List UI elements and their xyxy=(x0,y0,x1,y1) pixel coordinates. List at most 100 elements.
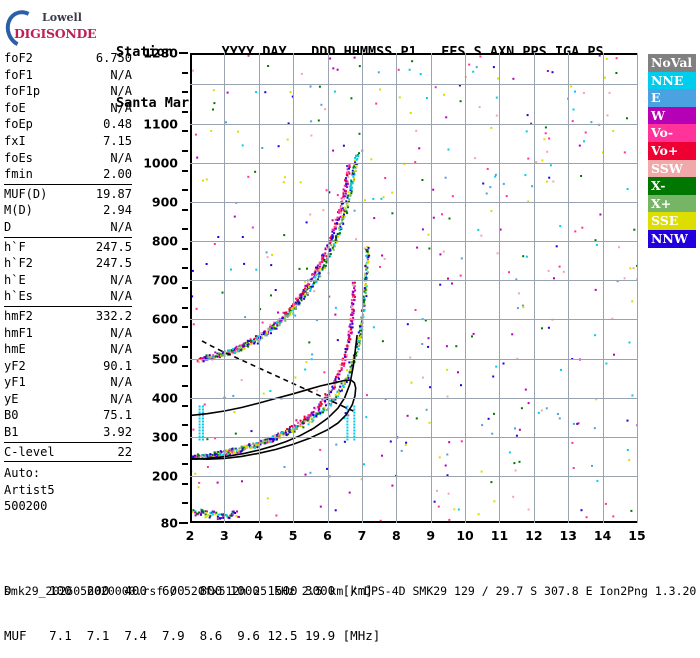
param-value: 75.1 xyxy=(103,407,132,424)
param-value: N/A xyxy=(110,67,132,84)
y-tick-label: 1280 xyxy=(143,46,178,61)
legend-item-ssw[interactable]: SSW xyxy=(648,160,696,178)
x-tick-label: 13 xyxy=(560,528,577,543)
param-key: foF1 xyxy=(4,67,33,84)
y-tick-label: 700 xyxy=(152,273,178,288)
y-tick-mark xyxy=(182,170,188,172)
y-tick-label: 400 xyxy=(152,390,178,405)
param-row-fof1: foF1 N/A xyxy=(4,67,132,84)
param-row-hmf1: hmF1N/A xyxy=(4,325,132,342)
ionospheric-parameters-panel: foF26.750foF1N/AfoF1pN/AfoEN/AfoEp0.48fx… xyxy=(4,50,132,515)
param-row-d: DN/A xyxy=(4,219,132,236)
legend-item-sse[interactable]: SSE xyxy=(648,212,696,230)
direction-legend[interactable]: NoValNNEEWVo-Vo+SSWX-X+SSENNW xyxy=(648,54,696,248)
y-tick-mark xyxy=(182,287,188,289)
param-row-hes: h`EsN/A xyxy=(4,288,132,305)
param-row-hmf2: hmF2332.2 xyxy=(4,308,132,325)
x-tick-label: 10 xyxy=(456,528,473,543)
legend-item-w[interactable]: W xyxy=(648,107,696,125)
param-row-fxi: fxI 7.15 xyxy=(4,133,132,150)
param-value: 2.94 xyxy=(103,202,132,219)
param-value: 90.1 xyxy=(103,358,132,375)
x-axis-labels: 23456789101112131415 xyxy=(150,528,670,548)
legend-item-nnw[interactable]: NNW xyxy=(648,230,696,248)
param-key: MUF(D) xyxy=(4,186,47,203)
param-value: N/A xyxy=(110,391,132,408)
legend-item-vo[interactable]: Vo+ xyxy=(648,142,696,160)
x-tick-label: 7 xyxy=(358,528,367,543)
param-value: 6.750 xyxy=(96,50,132,67)
y-tick-mark xyxy=(182,346,188,348)
param-key: h`Es xyxy=(4,288,33,305)
param-key: hmF1 xyxy=(4,325,33,342)
param-row-foep: foEp 0.48 xyxy=(4,116,132,133)
x-tick-label: 9 xyxy=(426,528,435,543)
x-tick-label: 5 xyxy=(289,528,298,543)
param-key: hmF2 xyxy=(4,308,33,325)
y-tick-mark xyxy=(182,385,188,387)
param-row-b0: B0 75.1 xyxy=(4,407,132,424)
x-tick-label: 2 xyxy=(186,528,195,543)
y-tick-mark xyxy=(182,405,188,407)
param-value: 19.87 xyxy=(96,186,132,203)
y-tick-mark xyxy=(182,248,188,250)
autoscaling-line: Auto: xyxy=(4,465,132,482)
param-row-ye: yE N/A xyxy=(4,391,132,408)
param-row-yf2: yF290.1 xyxy=(4,358,132,375)
y-tick-mark xyxy=(179,52,188,54)
param-key: foF1p xyxy=(4,83,40,100)
autoscaling-line: Artist5 xyxy=(4,482,132,499)
digisonde-logo: Lowell DIGISONDE xyxy=(4,6,100,46)
param-value: 247.5 xyxy=(96,239,132,256)
param-key: foF2 xyxy=(4,50,33,67)
param-key: B0 xyxy=(4,407,18,424)
param-value: 7.15 xyxy=(103,133,132,150)
y-tick-label: 600 xyxy=(152,312,178,327)
gridline-horizontal xyxy=(190,398,637,399)
param-divider xyxy=(4,442,132,443)
gridline-horizontal xyxy=(190,202,637,203)
y-tick-mark xyxy=(182,483,188,485)
y-tick-label: 1000 xyxy=(143,155,178,170)
y-tick-mark xyxy=(182,130,188,132)
y-tick-mark xyxy=(182,326,188,328)
x-tick-label: 11 xyxy=(491,528,508,543)
param-key: fxI xyxy=(4,133,26,150)
ionogram-canvas[interactable] xyxy=(190,53,637,523)
param-value: 0.48 xyxy=(103,116,132,133)
param-value: N/A xyxy=(110,150,132,167)
y-tick-mark xyxy=(182,111,188,113)
legend-item-e[interactable]: E xyxy=(648,89,696,107)
param-key: foEp xyxy=(4,116,33,133)
param-key: fmin xyxy=(4,166,33,183)
muf-table-frequency-row: MUF 7.1 7.1 7.4 7.9 8.6 9.6 12.5 19.9 [M… xyxy=(4,628,380,643)
legend-item-x[interactable]: X+ xyxy=(648,195,696,213)
legend-item-x[interactable]: X- xyxy=(648,177,696,195)
y-tick-mark xyxy=(182,502,188,504)
y-tick-mark xyxy=(182,424,188,426)
legend-item-nne[interactable]: NNE xyxy=(648,72,696,90)
param-divider xyxy=(4,184,132,185)
y-tick-mark xyxy=(182,150,188,152)
logo-digisonde-text: DIGISONDE xyxy=(14,26,96,41)
legend-item-vo[interactable]: Vo- xyxy=(648,124,696,142)
gridline-horizontal xyxy=(190,241,637,242)
y-tick-mark xyxy=(182,91,188,93)
param-key: h`E xyxy=(4,272,26,289)
ionogram-plot[interactable] xyxy=(190,53,637,523)
param-key: h`F xyxy=(4,239,26,256)
legend-item-noval[interactable]: NoVal xyxy=(648,54,696,72)
y-tick-label: 800 xyxy=(152,234,178,249)
gridline-horizontal xyxy=(190,124,637,125)
x-tick-label: 15 xyxy=(628,528,645,543)
param-key: yE xyxy=(4,391,18,408)
y-tick-mark xyxy=(182,444,188,446)
param-value: 22 xyxy=(118,444,132,461)
x-tick-label: 6 xyxy=(323,528,332,543)
param-row-foes: foEs N/A xyxy=(4,150,132,167)
param-value: N/A xyxy=(110,219,132,236)
param-key: foEs xyxy=(4,150,33,167)
x-tick-label: 14 xyxy=(594,528,611,543)
param-row-mufd: MUF(D) 19.87 xyxy=(4,186,132,203)
param-row-clevel: C-level22 xyxy=(4,444,132,461)
